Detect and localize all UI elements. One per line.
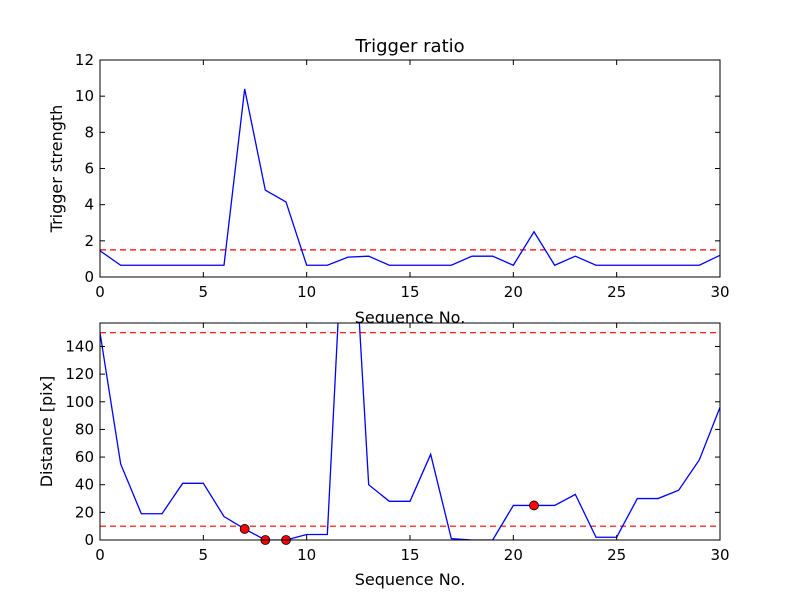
y-tick-label: 12 bbox=[75, 51, 94, 69]
y-tick-label: 8 bbox=[84, 123, 94, 141]
x-tick-label: 25 bbox=[607, 546, 626, 564]
y-tick-label: 2 bbox=[84, 232, 94, 250]
x-tick-label: 5 bbox=[199, 283, 209, 301]
x-tick-label: 5 bbox=[199, 546, 209, 564]
plot-area bbox=[100, 60, 720, 277]
chart-panel-2: 0 5 10 15 20 25 30 0 20 40 60 80 100 120 140 Sequence N… bbox=[37, 322, 730, 589]
x-tick-label: 20 bbox=[504, 283, 523, 301]
x-axis-label: Sequence No. bbox=[355, 570, 466, 589]
data-point-marker bbox=[529, 500, 539, 511]
y-tick-label: 0 bbox=[84, 268, 94, 286]
y-tick-label: 140 bbox=[65, 337, 94, 355]
plot-area bbox=[100, 323, 720, 540]
x-tick-label: 30 bbox=[710, 546, 729, 564]
y-tick-label: 120 bbox=[65, 365, 94, 383]
y-tick-label: 20 bbox=[75, 503, 94, 521]
series-line-1 bbox=[100, 88, 720, 267]
y-tick-label: 10 bbox=[75, 87, 94, 105]
chart-title: Trigger ratio bbox=[354, 36, 464, 57]
x-tick-label: 15 bbox=[400, 546, 419, 564]
x-tick-label: 0 bbox=[95, 546, 105, 564]
x-tick-label: 25 bbox=[607, 283, 626, 301]
y-tick-label: 6 bbox=[84, 160, 94, 178]
data-point-marker bbox=[239, 524, 250, 534]
x-axis-label: Sequence No. bbox=[355, 308, 466, 327]
x-tick-label: 15 bbox=[400, 283, 419, 301]
x-tick-label: 30 bbox=[710, 283, 729, 301]
y-tick-label: 80 bbox=[75, 420, 94, 438]
y-tick-label: 40 bbox=[75, 476, 94, 494]
y-tick-label: 4 bbox=[84, 196, 94, 214]
y-tick-label: 100 bbox=[65, 393, 94, 411]
x-tick-label: 10 bbox=[297, 283, 316, 301]
y-axis-label: Trigger strength bbox=[47, 105, 66, 234]
y-tick-label: 60 bbox=[75, 448, 94, 466]
y-axis-label: Distance [pix] bbox=[37, 376, 56, 488]
x-tick-label: 20 bbox=[504, 546, 523, 564]
chart-panel-1: 0 5 10 15 20 25 30 0 2 4 6 8 10 12 Trigger ratio Sequen… bbox=[47, 36, 730, 327]
x-tick-label: 0 bbox=[95, 283, 105, 301]
y-tick-label: 0 bbox=[84, 531, 94, 549]
plot-data bbox=[100, 88, 720, 267]
x-tick-label: 10 bbox=[297, 546, 316, 564]
